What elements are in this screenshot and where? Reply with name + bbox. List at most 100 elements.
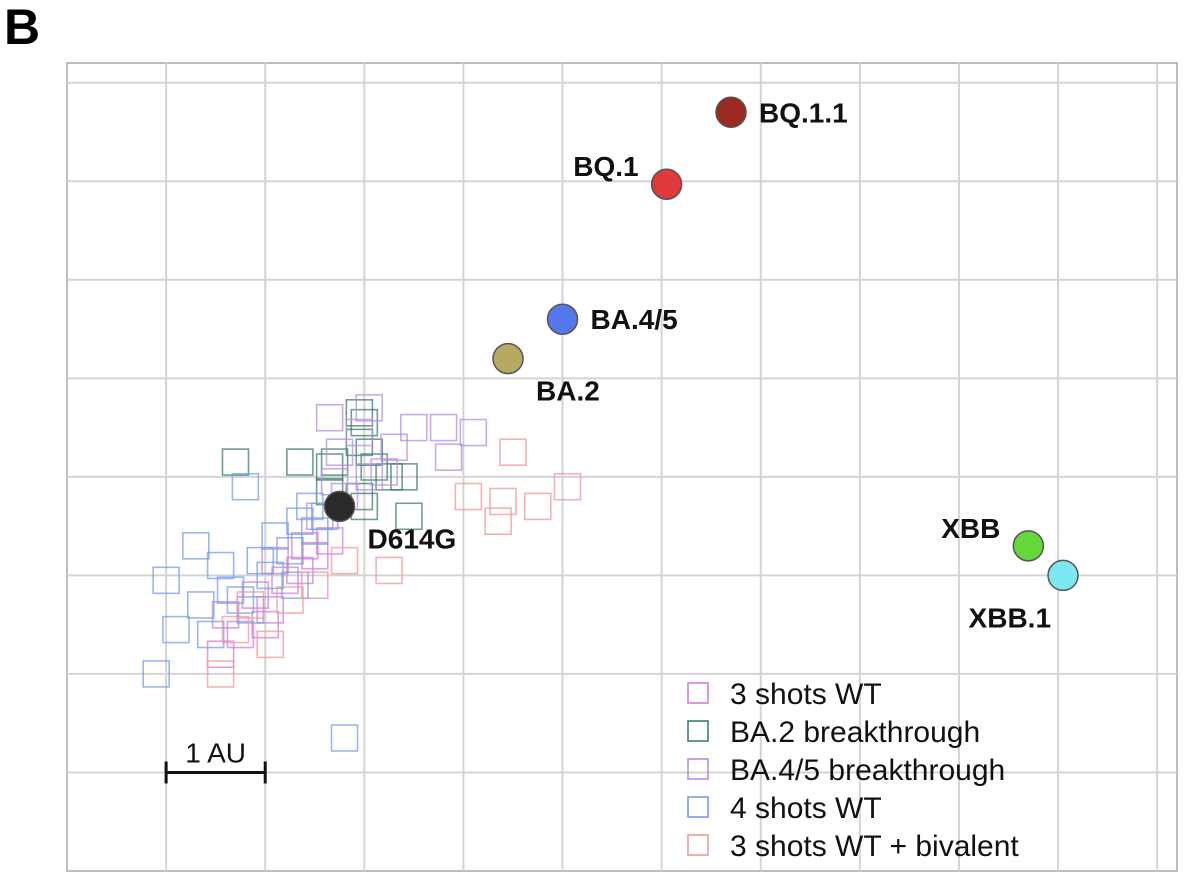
- serum-point: [345, 399, 374, 427]
- antigen-point: [1012, 530, 1045, 562]
- serum-point: [315, 527, 344, 555]
- serum-point: [221, 615, 250, 644]
- serum-point: [553, 472, 582, 501]
- serum-point: [271, 566, 299, 595]
- grid: [66, 62, 1178, 872]
- serum-point: [286, 448, 314, 476]
- serum-point: [370, 458, 398, 486]
- serum-point: [286, 556, 314, 585]
- serum-point: [226, 620, 255, 649]
- serum-point: [400, 413, 428, 442]
- serum-point: [315, 403, 344, 432]
- serum-point: [256, 596, 284, 624]
- serum-point: [241, 581, 270, 609]
- serum-point: [261, 546, 289, 575]
- antigen-label: BA.2: [536, 376, 600, 407]
- serum-point: [251, 610, 280, 639]
- serum-point: [434, 443, 463, 471]
- serum-point: [226, 586, 255, 614]
- legend-label: 3 shots WT: [730, 678, 882, 711]
- serum-point: [355, 438, 384, 467]
- serum-point: [206, 551, 235, 580]
- serum-point: [276, 586, 304, 614]
- serum-point: [182, 532, 210, 560]
- serum-point: [355, 463, 384, 491]
- legend-label: 3 shots WT + bivalent: [730, 830, 1019, 863]
- serum-point: [330, 546, 359, 575]
- antigen-point: [650, 168, 683, 200]
- serum-point: [221, 448, 250, 476]
- serum-point: [216, 576, 245, 604]
- serum-point: [162, 615, 190, 644]
- serum-point: [296, 492, 324, 521]
- panel-letter: B: [4, 0, 41, 55]
- serum-point: [236, 591, 265, 619]
- serum-point: [350, 408, 379, 437]
- serum-point: [206, 640, 235, 669]
- scale-bar: 1 AU: [164, 737, 267, 784]
- antigen-point: [323, 490, 356, 523]
- serum-point: [300, 541, 329, 570]
- serum-point: [395, 502, 423, 531]
- legend-label: BA.4/5 breakthrough: [730, 754, 1005, 787]
- antigen-label: BQ.1.1: [759, 97, 848, 128]
- serum-point: [523, 492, 552, 521]
- serum-point: [256, 561, 284, 590]
- serum-point: [196, 620, 225, 649]
- serum-point: [315, 453, 344, 481]
- serum-point: [429, 413, 458, 442]
- antigen-point: [546, 303, 579, 335]
- serum-point: [489, 487, 517, 516]
- legend-label: BA.2 breakthrough: [730, 716, 980, 749]
- legend-swatch: [687, 758, 709, 780]
- serum-point: [375, 463, 403, 491]
- serum-point: [256, 630, 284, 659]
- serum-point: [236, 596, 265, 624]
- serum-point: [375, 556, 403, 585]
- serum-point: [276, 536, 304, 565]
- plot-frame: [66, 62, 1178, 872]
- serum-point: [246, 546, 275, 575]
- antigen-point: [715, 96, 747, 129]
- serum-point: [142, 660, 170, 688]
- legend-swatch: [687, 834, 709, 856]
- antigen-label: BA.4/5: [591, 304, 678, 335]
- serum-point: [300, 517, 329, 545]
- serum-point: [380, 433, 408, 462]
- serum-point: [325, 438, 354, 467]
- serum-point: [320, 467, 349, 496]
- serum-point: [454, 482, 483, 511]
- serum-point: [320, 448, 349, 476]
- legend-label: 4 shots WT: [730, 792, 882, 825]
- legend-swatch: [687, 682, 709, 704]
- serum-point: [152, 566, 180, 595]
- scale-bar-label: 1 AU: [185, 737, 246, 768]
- serum-point: [186, 591, 215, 619]
- serum-point: [281, 571, 309, 600]
- serum-point: [355, 394, 384, 422]
- serum-point: [484, 507, 512, 535]
- antigen-points: BQ.1.1 BQ.1 BA.4/5 BA.2 D614G XBB XBB.1: [323, 96, 1079, 633]
- serum-point: [286, 507, 314, 535]
- serum-point: [360, 453, 389, 481]
- antigen-label: XBB.1: [969, 602, 1051, 633]
- antigen-label: D614G: [368, 523, 457, 554]
- serum-point: [390, 463, 418, 491]
- serum-point: [261, 522, 289, 550]
- serum-point: [300, 571, 329, 600]
- antigen-label: XBB: [941, 513, 1000, 544]
- serum-point: [211, 601, 240, 629]
- legend-swatch: [687, 720, 709, 742]
- antigen-point: [492, 342, 524, 375]
- serum-point: [231, 472, 260, 501]
- serum-point: [499, 438, 527, 467]
- legend: 3 shots WT BA.2 breakthrough BA.4/5 breakt…: [687, 678, 1019, 863]
- serum-point: [345, 428, 374, 457]
- antigen-point: [1047, 559, 1079, 592]
- serum-point: [330, 724, 359, 752]
- serum-point: [345, 418, 374, 447]
- serum-point: [291, 532, 319, 560]
- sera-points: [142, 394, 582, 752]
- legend-swatch: [687, 796, 709, 818]
